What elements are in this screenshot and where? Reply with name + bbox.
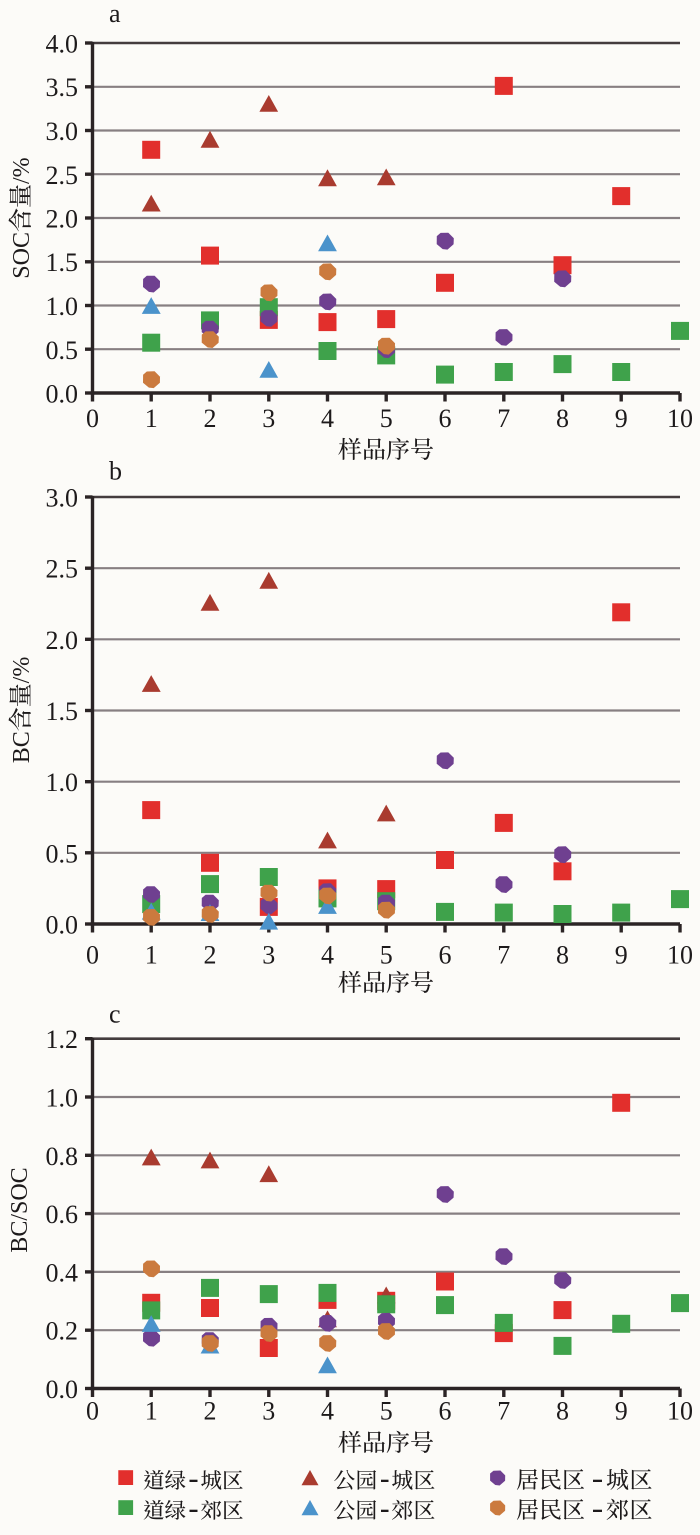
svg-text:BC/SOC: BC/SOC [7, 1167, 33, 1252]
svg-text:10: 10 [667, 1397, 693, 1426]
svg-text:c: c [109, 1000, 121, 1029]
svg-text:3: 3 [262, 1397, 275, 1426]
svg-text:2: 2 [204, 941, 217, 970]
svg-text:1.2: 1.2 [46, 1025, 79, 1054]
svg-text:3.0: 3.0 [46, 117, 79, 146]
svg-text:1.0: 1.0 [46, 768, 79, 797]
svg-text:7: 7 [497, 941, 510, 970]
svg-text:0: 0 [86, 404, 99, 433]
svg-text:3: 3 [262, 404, 275, 433]
svg-text:2.5: 2.5 [46, 161, 79, 190]
svg-text:0.5: 0.5 [46, 839, 79, 868]
svg-text:0.2: 0.2 [46, 1317, 79, 1346]
svg-text:4: 4 [321, 1397, 334, 1426]
svg-text:10: 10 [667, 404, 693, 433]
svg-text:1.0: 1.0 [46, 292, 79, 321]
svg-text:0.6: 0.6 [46, 1200, 79, 1229]
svg-text:8: 8 [556, 1397, 569, 1426]
svg-text:7: 7 [497, 404, 510, 433]
svg-text:9: 9 [615, 941, 628, 970]
svg-text:6: 6 [439, 941, 452, 970]
svg-text:2.5: 2.5 [46, 555, 79, 584]
svg-text:4.0: 4.0 [46, 30, 79, 59]
svg-text:0.5: 0.5 [46, 336, 79, 365]
svg-text:7: 7 [497, 1397, 510, 1426]
svg-text:5: 5 [380, 1397, 393, 1426]
svg-text:0.0: 0.0 [46, 1375, 79, 1404]
svg-text:1.5: 1.5 [46, 697, 79, 726]
svg-text:9: 9 [615, 1397, 628, 1426]
svg-text:2: 2 [204, 1397, 217, 1426]
svg-text:3.0: 3.0 [46, 484, 79, 513]
svg-text:5: 5 [380, 941, 393, 970]
svg-text:b: b [109, 457, 122, 486]
svg-text:a: a [109, 0, 121, 28]
svg-text:1: 1 [145, 941, 158, 970]
svg-text:2.0: 2.0 [46, 626, 79, 655]
svg-text:4: 4 [321, 941, 334, 970]
svg-text:1: 1 [145, 404, 158, 433]
svg-text:10: 10 [667, 941, 693, 970]
svg-text:1.0: 1.0 [46, 1084, 79, 1113]
svg-text:5: 5 [380, 404, 393, 433]
svg-text:0.0: 0.0 [46, 911, 79, 940]
svg-text:8: 8 [556, 941, 569, 970]
svg-text:9: 9 [615, 404, 628, 433]
svg-text:/%: /% [9, 657, 35, 684]
svg-text:0.4: 0.4 [46, 1258, 79, 1287]
svg-text:3.5: 3.5 [46, 73, 79, 102]
svg-text:6: 6 [439, 1397, 452, 1426]
svg-text:0.0: 0.0 [46, 380, 79, 409]
svg-text:2.0: 2.0 [46, 205, 79, 234]
svg-text:0: 0 [86, 941, 99, 970]
svg-text:8: 8 [556, 404, 569, 433]
svg-text:4: 4 [321, 404, 334, 433]
svg-text:1: 1 [145, 1397, 158, 1426]
svg-text:BC: BC [9, 731, 35, 763]
svg-text:2: 2 [204, 404, 217, 433]
svg-text:1.5: 1.5 [46, 248, 79, 277]
svg-text:/%: /% [9, 157, 35, 184]
svg-text:3: 3 [262, 941, 275, 970]
svg-text:0.8: 0.8 [46, 1142, 79, 1171]
svg-text:SOC: SOC [9, 232, 35, 279]
svg-text:6: 6 [439, 404, 452, 433]
svg-text:0: 0 [86, 1397, 99, 1426]
